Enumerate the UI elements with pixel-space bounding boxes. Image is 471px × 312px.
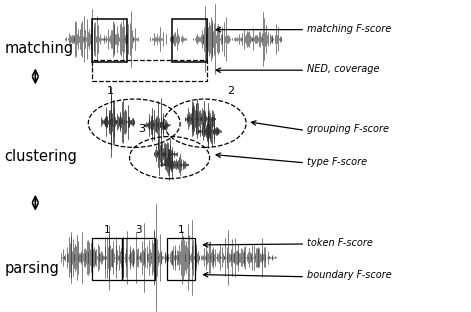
Text: matching: matching xyxy=(5,41,74,56)
Text: 3: 3 xyxy=(136,225,142,235)
Text: parsing: parsing xyxy=(5,261,60,276)
Text: matching F-score: matching F-score xyxy=(307,24,391,34)
Text: 3: 3 xyxy=(138,124,145,134)
Text: boundary F-score: boundary F-score xyxy=(307,271,392,280)
Text: 1: 1 xyxy=(107,86,114,96)
Text: type F-score: type F-score xyxy=(307,157,367,167)
Text: grouping F-score: grouping F-score xyxy=(307,124,389,134)
Bar xyxy=(122,238,155,280)
Bar xyxy=(92,19,127,62)
Bar xyxy=(172,19,207,62)
Text: token F-score: token F-score xyxy=(307,238,373,248)
Bar xyxy=(167,238,195,280)
Text: 1: 1 xyxy=(178,225,184,235)
Text: NED, coverage: NED, coverage xyxy=(307,64,380,74)
Bar xyxy=(92,60,207,81)
Bar xyxy=(92,238,122,280)
Text: clustering: clustering xyxy=(5,149,78,163)
Text: 1: 1 xyxy=(104,225,111,235)
Text: 2: 2 xyxy=(227,86,235,96)
